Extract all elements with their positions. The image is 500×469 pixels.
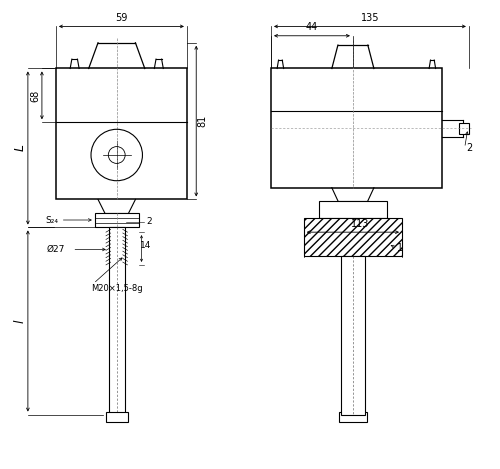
Text: 135: 135	[360, 13, 379, 23]
Bar	[109, 227, 124, 415]
Text: S₂₄: S₂₄	[46, 215, 59, 225]
Bar	[460, 123, 469, 134]
Text: 44: 44	[306, 23, 318, 32]
Text: l: l	[14, 319, 27, 323]
Bar	[304, 218, 402, 256]
Bar	[56, 68, 187, 199]
Text: M20×1,5-8g: M20×1,5-8g	[91, 284, 142, 293]
Text: 113: 113	[350, 219, 369, 229]
Text: 81: 81	[198, 115, 208, 127]
Bar	[271, 68, 442, 188]
Bar	[95, 213, 138, 227]
Text: L: L	[14, 144, 27, 151]
Bar	[319, 201, 386, 218]
Text: Ø27: Ø27	[46, 245, 65, 254]
Text: 2: 2	[146, 217, 152, 227]
Bar	[106, 412, 128, 423]
Text: 1: 1	[398, 242, 404, 253]
Text: 14: 14	[140, 241, 151, 250]
Text: 2: 2	[466, 143, 472, 153]
Text: 59: 59	[115, 13, 128, 23]
Text: 68: 68	[30, 89, 40, 101]
Bar	[341, 256, 364, 415]
Bar	[339, 412, 367, 423]
